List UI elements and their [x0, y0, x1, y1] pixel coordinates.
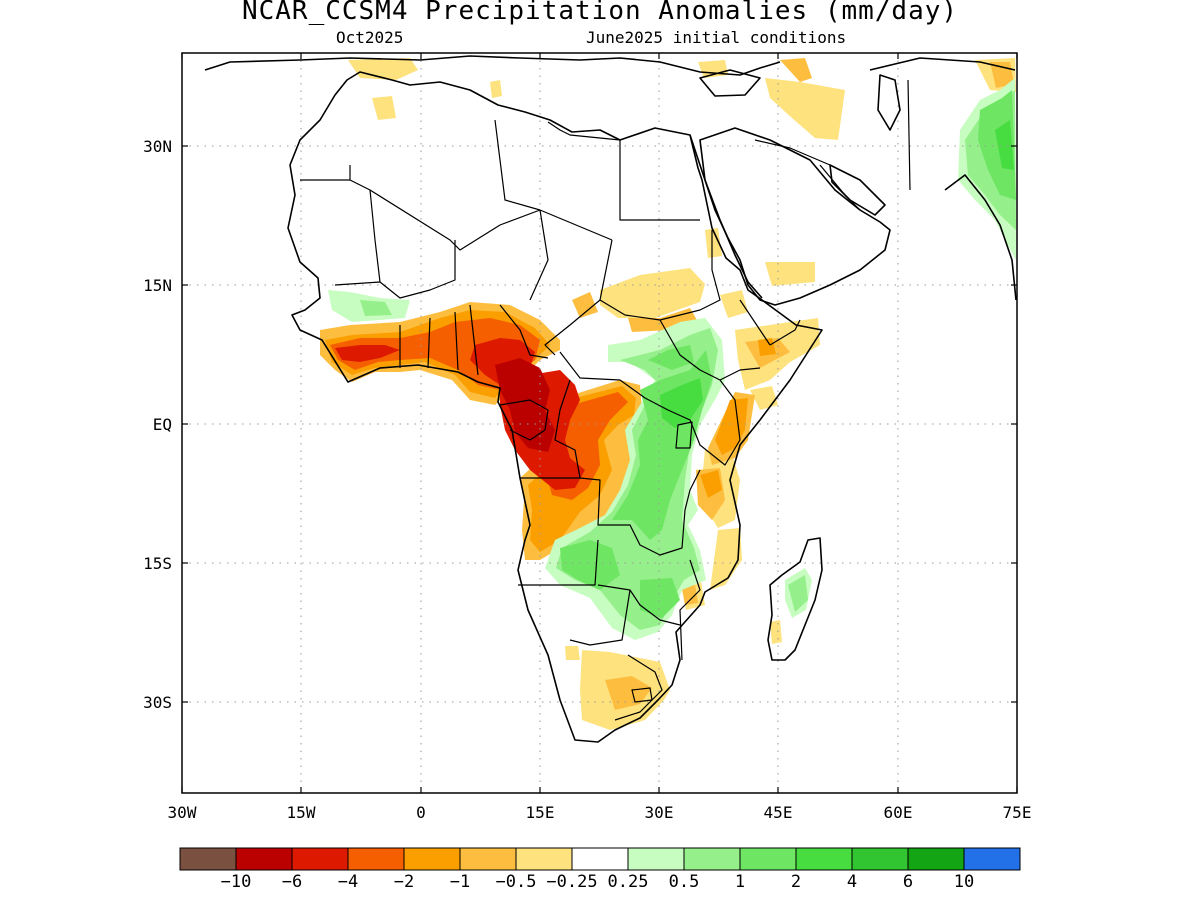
colorbar-swatch	[795, 847, 853, 871]
map-title: NCAR_CCSM4 Precipitation Anomalies (mm/d…	[241, 0, 959, 26]
colorbar-label: 0.5	[668, 872, 700, 892]
caspian-coastline	[877, 74, 901, 131]
colorbar-label: 0.25	[607, 872, 649, 892]
lon-label-0: 0	[416, 803, 426, 822]
lat-label-30s: 30S	[143, 693, 172, 712]
anomaly-dry-very-slight	[600, 268, 705, 318]
lon-label-15e: 15E	[525, 803, 555, 822]
initial-conditions: June2025 initial conditions	[586, 28, 847, 47]
anomaly-wet	[660, 378, 703, 428]
lat-label-15n: 15N	[143, 276, 172, 295]
anomaly-wet-moderate	[560, 540, 620, 590]
anomaly-dry-very-slight	[765, 262, 815, 286]
colorbar-label: 2	[790, 872, 802, 892]
lon-label-45e: 45E	[763, 803, 793, 822]
anomaly-shading	[320, 58, 1016, 730]
colorbar-label: 4	[846, 872, 858, 892]
colorbar-swatch	[179, 847, 237, 871]
colorbar-label: 10	[953, 872, 975, 892]
colorbar-label: 1	[734, 872, 746, 892]
colorbar-swatch	[571, 847, 629, 871]
anomaly-dry-very-slight	[490, 80, 502, 98]
red-sea-coastline	[689, 134, 763, 299]
forecast-month: Oct2025	[336, 28, 404, 47]
anomaly-dry-strong	[335, 345, 400, 362]
colorbar-label: −4	[337, 872, 359, 892]
lat-label-15s: 15S	[143, 554, 172, 573]
colorbar-swatch	[515, 847, 573, 871]
colorbar-label: −1	[449, 872, 471, 892]
colorbar-swatch	[291, 847, 349, 871]
black-sea-coastline	[699, 69, 761, 97]
anomaly-wet-mild	[360, 300, 392, 316]
colorbar-label: −2	[393, 872, 415, 892]
map-frame	[181, 52, 1018, 794]
lon-label-30e: 30E	[644, 803, 674, 822]
coastlines-and-borders	[204, 55, 1017, 743]
colorbar-swatch	[683, 847, 741, 871]
anomaly-dry-slight	[572, 292, 598, 318]
colorbar-swatch	[235, 847, 293, 871]
lon-label-75e: 75E	[1002, 803, 1032, 822]
anomaly-dry-very-slight	[372, 96, 396, 120]
colorbar-label: −0.5	[495, 872, 537, 892]
anomaly-wet	[995, 120, 1014, 170]
anomaly-dry-very-slight	[705, 228, 722, 258]
anomaly-dry-slight	[682, 585, 698, 605]
persian-gulf-coastline	[829, 164, 886, 216]
colorbar-swatch	[459, 847, 517, 871]
colorbar-swatch	[851, 847, 909, 871]
colorbar-swatch	[627, 847, 685, 871]
colorbar-swatch	[403, 847, 461, 871]
axis-ticks	[181, 53, 1018, 793]
colorbar-swatch	[739, 847, 797, 871]
anomaly-dry-very-slight	[565, 646, 580, 660]
anomaly-dry-very-slight	[720, 290, 748, 318]
lat-label-30n: 30N	[143, 137, 172, 156]
anomaly-dry-very-slight	[765, 78, 845, 140]
anomaly-dry-very-slight	[770, 620, 782, 644]
colorbar-label: −10	[220, 872, 252, 892]
colorbar-swatch	[963, 847, 1021, 871]
anomaly-wet-moderate	[640, 578, 680, 618]
anomaly-wet-moderate	[648, 345, 694, 370]
colorbar-swatch	[347, 847, 405, 871]
anomaly-dry-mild	[715, 398, 748, 455]
africa-coastline	[287, 71, 823, 743]
madagascar-coastline	[767, 537, 823, 661]
anomaly-dry-slight	[780, 58, 812, 82]
anomaly-dry-very-slight	[348, 58, 418, 80]
anomaly-dry-mild	[758, 338, 776, 356]
lon-label-30w: 30W	[167, 803, 197, 822]
europe-coastline	[204, 55, 781, 76]
colorbar-label: 6	[902, 872, 914, 892]
india-coastline	[944, 174, 1017, 301]
colorbar	[179, 847, 1021, 871]
lon-label-15w: 15W	[286, 803, 316, 822]
lat-label-eq: EQ	[152, 415, 172, 434]
anomaly-wet-moderate	[978, 90, 1016, 200]
lon-label-60e: 60E	[883, 803, 913, 822]
colorbar-label: −0.25	[546, 872, 598, 892]
anomaly-dry-very-slight	[710, 528, 742, 590]
anomaly-dry-mild	[700, 470, 722, 498]
colorbar-label: −6	[281, 872, 303, 892]
asia-coastline	[869, 57, 1016, 71]
colorbar-swatch	[907, 847, 965, 871]
anomaly-wet-mild	[788, 575, 808, 612]
